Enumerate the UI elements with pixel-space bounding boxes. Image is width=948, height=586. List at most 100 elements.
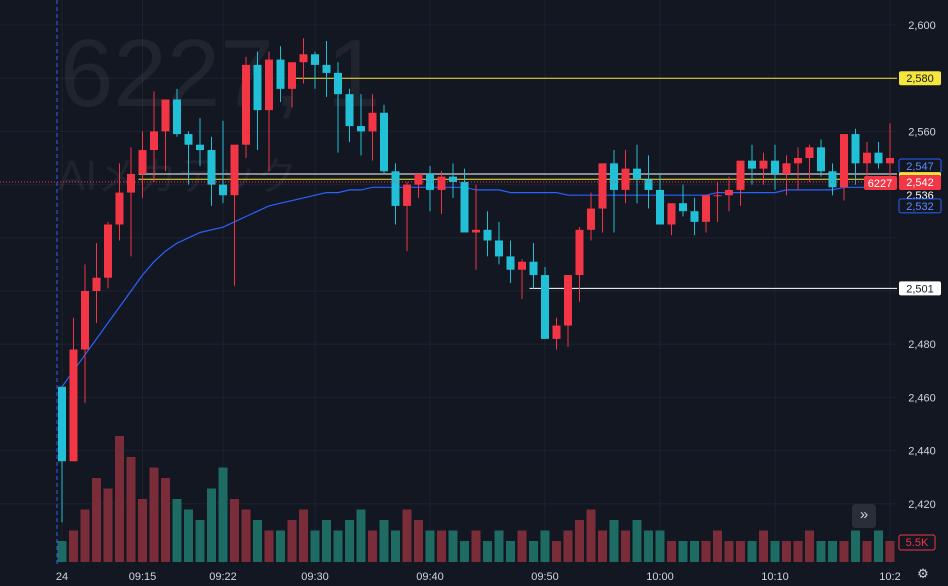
candle-body: [725, 189, 733, 196]
candle-body: [196, 144, 204, 151]
volume-bar: [115, 436, 124, 562]
candle-body: [403, 184, 411, 206]
candle-body: [656, 189, 664, 225]
time-axis-ticks: 24 09:15 09:22 09:30 09:40 09:50 10:00 10:10 10:…: [56, 571, 901, 583]
candle-body: [529, 261, 538, 276]
candle-body: [828, 171, 837, 188]
symbol-tag: [864, 176, 897, 190]
candle-body: [127, 173, 135, 193]
volume-bar: [299, 509, 308, 562]
candle-body: [368, 112, 377, 132]
candle-body: [840, 134, 848, 188]
volume-bar: [747, 541, 757, 562]
volume-bar: [828, 541, 837, 562]
candle-body: [81, 291, 89, 350]
volume-bar: [690, 541, 699, 562]
volume-bar: [851, 530, 860, 562]
time-axis[interactable]: [0, 564, 948, 586]
volume-bar: [391, 530, 400, 562]
volume-bars: [57, 436, 895, 562]
candle-body: [575, 229, 584, 276]
time-tick-label: 10:10: [761, 571, 789, 583]
candle-body: [805, 147, 814, 158]
candle-body: [518, 261, 526, 270]
volume-bar: [782, 541, 791, 562]
price-axis-tag-text: 2,532: [906, 201, 934, 213]
volume-bar: [264, 530, 274, 562]
candle-body: [276, 59, 285, 89]
candle-body: [771, 160, 779, 174]
volume-bar: [529, 541, 538, 562]
price-tick-label: 2,460: [908, 392, 936, 404]
candle-body: [334, 72, 342, 95]
volume-bar: [92, 478, 101, 562]
volume-bar: [483, 541, 492, 562]
volume-bar: [678, 541, 688, 562]
watermark-name: AIメカテック: [58, 154, 297, 200]
candle-body: [311, 54, 319, 65]
last-price-text: 2,542: [906, 177, 934, 189]
volume-bar: [552, 541, 561, 562]
scroll-to-realtime-button[interactable]: »: [852, 504, 876, 528]
volume-bar: [448, 530, 458, 562]
time-tick-label: 09:50: [531, 571, 559, 583]
volume-bar: [437, 530, 446, 562]
level-tag-text: 2,501: [906, 283, 934, 295]
time-tick-label: 24: [56, 571, 68, 583]
volume-bar: [471, 530, 481, 562]
candle-body: [230, 144, 239, 196]
volume-bar: [770, 541, 780, 562]
time-tick-label: 09:30: [301, 571, 329, 583]
volume-bar: [655, 530, 665, 562]
volume-bar: [598, 530, 607, 562]
volume-bar: [172, 499, 182, 562]
candle-body: [610, 163, 618, 190]
volume-bar: [667, 541, 676, 562]
candle-body: [207, 150, 216, 185]
volume-bar: [586, 509, 596, 562]
candle-body: [748, 160, 756, 169]
volume-bar: [839, 541, 849, 562]
candle-body: [759, 160, 768, 169]
price-tick-label: 2,600: [908, 20, 936, 32]
candle-body: [345, 94, 354, 127]
volume-bar: [379, 520, 389, 562]
candle-body: [161, 99, 170, 132]
time-tick-label: 10:2: [879, 571, 900, 583]
volume-bar: [345, 520, 354, 562]
candle-body: [288, 62, 296, 89]
candle-body: [863, 152, 871, 164]
candle-body: [886, 158, 894, 164]
candle-body: [667, 203, 676, 225]
volume-bar: [724, 541, 734, 562]
settings-button[interactable]: ⚙: [915, 566, 931, 582]
volume-bar: [506, 541, 515, 562]
candle-body: [541, 275, 549, 339]
candle-body: [299, 54, 308, 63]
level-tag: [899, 71, 941, 86]
volume-tag-text: 5.5K: [906, 537, 929, 549]
volume-bar: [126, 457, 136, 562]
candle-body: [874, 152, 883, 164]
volume-bar: [632, 520, 642, 562]
candle-body: [357, 126, 365, 132]
volume-bar: [713, 530, 722, 562]
candle-body: [92, 277, 101, 291]
volume-bar: [207, 488, 216, 562]
volume-bar: [862, 541, 872, 562]
candle-body: [851, 134, 860, 164]
watermark-symbol: 6227, 1: [60, 20, 380, 127]
candle-body: [598, 163, 607, 209]
horizontal-levels[interactable]: [138, 77, 898, 289]
candle-body: [679, 203, 687, 212]
candle-body: [587, 208, 595, 230]
candle-body: [437, 176, 446, 190]
candle-body: [219, 184, 227, 196]
price-axis-ticks: 2,600 2,580 2,560 2,480 2,460 2,440 2,420: [908, 20, 936, 511]
volume-bar: [874, 530, 883, 562]
candle-body: [736, 160, 745, 190]
candle-body: [483, 229, 492, 241]
candle-body: [817, 147, 825, 172]
price-axis-tag-text: 2,547: [906, 161, 934, 173]
